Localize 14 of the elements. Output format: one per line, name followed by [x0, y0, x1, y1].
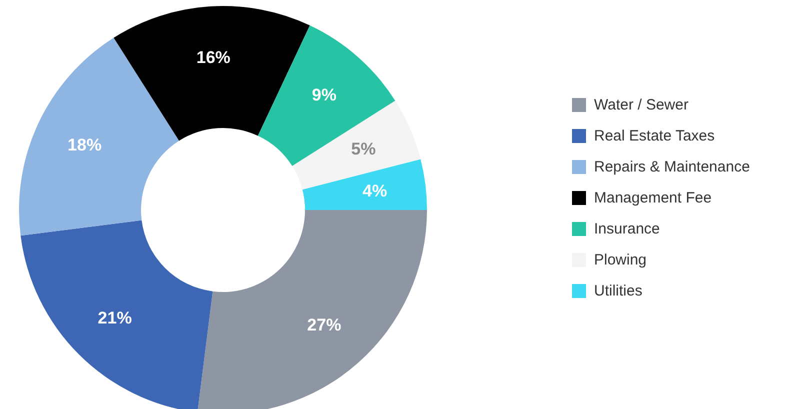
- data-label: 16%: [196, 48, 230, 67]
- data-label: 5%: [351, 140, 376, 159]
- legend-label: Utilities: [594, 282, 642, 300]
- data-label: 4%: [362, 181, 388, 200]
- data-label: 27%: [307, 315, 342, 334]
- legend-label: Insurance: [594, 220, 660, 238]
- legend-label: Real Estate Taxes: [594, 128, 715, 144]
- legend-label: Water / Sewer: [594, 96, 688, 114]
- data-label: 9%: [312, 86, 336, 105]
- legend-label: Repairs & Maintenance: [594, 158, 750, 176]
- data-label: 18%: [68, 135, 102, 154]
- data-label: 21%: [98, 308, 132, 328]
- legend-label: Plowing: [594, 252, 647, 268]
- legend-label: Management Fee: [594, 190, 712, 206]
